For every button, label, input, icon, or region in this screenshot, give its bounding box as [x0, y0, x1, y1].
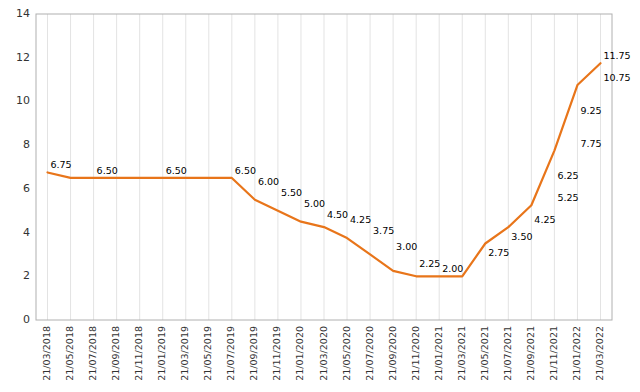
x-tick-label: 21/05/2021	[479, 326, 490, 381]
grid-line	[139, 14, 140, 320]
y-tick-label: 14	[16, 7, 30, 20]
y-tick-label: 4	[23, 226, 30, 239]
annotation: 5.50	[281, 187, 302, 198]
grid-line	[300, 14, 301, 320]
annotation: 2.25	[419, 258, 440, 269]
x-tick-label: 21/09/2021	[525, 326, 536, 381]
x-tick-label: 21/01/2020	[294, 326, 305, 381]
x-tick-label: 21/07/2019	[225, 326, 236, 381]
x-axis: 21/03/2018 21/05/2018 21/07/2018 21/09/2018…	[41, 326, 605, 381]
x-tick-label: 21/03/2018	[41, 326, 52, 381]
grid-line	[416, 14, 417, 320]
annotation: 6.50	[166, 165, 187, 176]
grid-line	[554, 14, 555, 320]
annotation: 3.50	[511, 231, 532, 242]
y-tick-label: 6	[23, 182, 30, 195]
grid-line	[47, 14, 48, 320]
annotations: 6.756.506.506.506.005.505.004.504.253.75…	[51, 50, 631, 274]
grid-line	[277, 14, 278, 320]
annotation: 4.25	[534, 214, 555, 225]
x-tick-label: 21/05/2018	[64, 326, 75, 381]
grid-line	[600, 14, 601, 320]
grid-line	[370, 14, 371, 320]
grid-line	[485, 14, 486, 320]
x-tick-label: 21/09/2018	[110, 326, 121, 381]
x-tick-label: 21/03/2020	[318, 326, 329, 381]
grid	[48, 14, 601, 320]
grid-line	[531, 14, 532, 320]
x-tick-label: 21/05/2020	[341, 326, 352, 381]
annotation: 2.00	[442, 263, 463, 274]
annotation: 4.25	[350, 214, 371, 225]
x-tick-label: 21/03/2021	[456, 326, 467, 381]
y-axis: 0 2 4 6 8 10 12 14	[16, 7, 30, 326]
x-tick-label: 21/03/2019	[179, 326, 190, 381]
grid-line	[508, 14, 509, 320]
x-tick-label: 21/05/2019	[202, 326, 213, 381]
chart: 0 2 4 6 8 10 12 14 21/03/2018 21/05/2018 21/07/201…	[0, 0, 640, 392]
plot-frame	[36, 14, 612, 320]
annotation: 3.75	[373, 225, 394, 236]
grid-line	[393, 14, 394, 320]
annotation: 9.25	[580, 105, 601, 116]
grid-line	[231, 14, 232, 320]
series	[48, 63, 601, 276]
y-tick-label: 10	[16, 94, 30, 107]
y-tick-label: 0	[23, 313, 30, 326]
annotation: 4.50	[327, 209, 348, 220]
grid-line	[347, 14, 348, 320]
grid-line	[208, 14, 209, 320]
line	[48, 63, 601, 276]
x-tick-label: 21/09/2019	[248, 326, 259, 381]
x-tick-label: 21/09/2020	[387, 326, 398, 381]
annotation: 10.75	[603, 72, 630, 83]
x-tick-label: 21/11/2021	[548, 326, 559, 381]
x-tick-label: 21/07/2021	[502, 326, 513, 381]
annotation: 5.25	[557, 192, 578, 203]
annotation: 11.75	[603, 50, 630, 61]
annotation: 6.00	[258, 176, 279, 187]
annotation: 6.25	[557, 170, 578, 181]
x-tick-label: 21/11/2019	[271, 326, 282, 381]
x-tick-label: 21/11/2020	[410, 326, 421, 381]
y-tick-label: 2	[23, 269, 30, 282]
x-tick-label: 21/01/2021	[433, 326, 444, 381]
y-tick-label: 8	[23, 138, 30, 151]
annotation: 3.00	[396, 241, 417, 252]
x-tick-label: 21/07/2020	[364, 326, 375, 381]
x-tick-label: 21/03/2022	[594, 326, 605, 381]
annotation: 6.75	[51, 159, 72, 170]
x-tick-label: 21/01/2022	[571, 326, 582, 381]
annotation: 6.50	[235, 165, 256, 176]
annotation: 5.00	[304, 198, 325, 209]
grid-line	[162, 14, 163, 320]
y-tick-label: 12	[16, 51, 30, 64]
x-tick-label: 21/11/2018	[133, 326, 144, 381]
annotation: 7.75	[580, 138, 601, 149]
grid-line	[93, 14, 94, 320]
x-tick-label: 21/07/2018	[87, 326, 98, 381]
grid-line	[577, 14, 578, 320]
x-tick-label: 21/01/2019	[156, 326, 167, 381]
grid-line	[324, 14, 325, 320]
annotation: 6.50	[97, 165, 118, 176]
grid-line	[439, 14, 440, 320]
annotation: 2.75	[488, 247, 509, 258]
